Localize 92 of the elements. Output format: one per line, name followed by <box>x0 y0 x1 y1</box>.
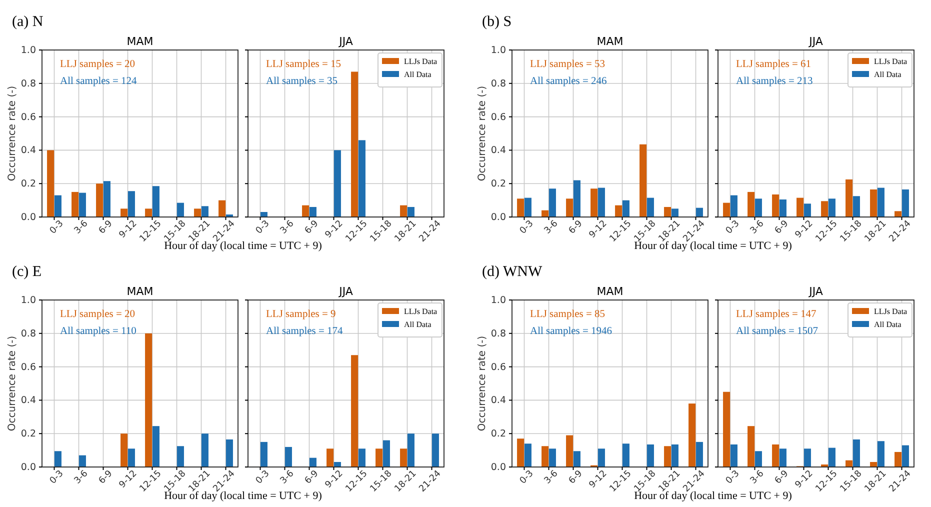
annotation: LLJ samples = 20 <box>60 59 136 70</box>
y-tick-label: 1.0 <box>20 45 36 56</box>
x-tick-label: 0-3 <box>254 468 272 486</box>
annotation: LLJ samples = 53 <box>530 59 606 70</box>
annotation: LLJ samples = 147 <box>736 309 816 320</box>
x-tick-label: 6-9 <box>303 468 321 486</box>
y-axis-title: Occurrence rate (-) <box>477 336 488 432</box>
y-tick-label: 0.8 <box>20 78 36 90</box>
x-tick-label: 3-6 <box>748 218 766 236</box>
x-tick-label: 0-3 <box>48 468 66 486</box>
y-tick-label: 0.2 <box>20 178 36 190</box>
x-axis-title: Hour of day (local time = UTC + 9) <box>164 490 322 502</box>
y-tick-label: 0.4 <box>20 145 36 156</box>
chart-title: JJA <box>808 35 824 48</box>
legend-label: All Data <box>404 320 432 329</box>
x-tick-label: 3-6 <box>542 218 560 236</box>
chart-title: JJA <box>808 285 824 298</box>
x-tick-label: 6-9 <box>773 468 791 486</box>
chart-subtitle: (a) N <box>12 14 44 30</box>
y-tick-label: 1.0 <box>20 295 36 306</box>
annotation: LLJ samples = 15 <box>266 59 342 70</box>
x-axis-title: Hour of day (local time = UTC + 9) <box>634 490 792 502</box>
legend-label: LLJs Data <box>404 57 438 66</box>
chart-title: MAM <box>596 35 624 48</box>
annotation: LLJ samples = 85 <box>530 309 606 320</box>
x-axis-title: Hour of day (local time = UTC + 9) <box>164 240 322 252</box>
annotation: LLJ samples = 61 <box>736 59 812 70</box>
x-tick-label: 3-6 <box>278 468 296 486</box>
x-tick-label: 6-9 <box>567 218 585 236</box>
x-tick-label: 6-9 <box>773 218 791 236</box>
x-tick-label: 0-3 <box>254 218 272 236</box>
y-axis-title: Occurrence rate (-) <box>7 86 18 182</box>
legend-label: LLJs Data <box>874 307 908 316</box>
x-tick-label: 6-9 <box>97 468 115 486</box>
y-tick-label: 0.4 <box>490 395 506 406</box>
chart-subtitle: (d) WNW <box>482 264 543 280</box>
legend-label: LLJs Data <box>404 307 438 316</box>
y-axis-title: Occurrence rate (-) <box>7 336 18 432</box>
y-tick-label: 0.2 <box>490 178 506 190</box>
annotation: All samples = 213 <box>736 76 813 87</box>
y-tick-label: 0.6 <box>490 112 506 123</box>
legend-label: All Data <box>404 70 432 79</box>
y-tick-label: 1.0 <box>490 45 506 56</box>
chart-title: MAM <box>596 285 624 298</box>
annotation: LLJ samples = 9 <box>266 309 336 320</box>
x-tick-label: 0-3 <box>724 218 742 236</box>
legend-label: All Data <box>874 70 902 79</box>
y-tick-label: 0.2 <box>20 428 36 440</box>
x-tick-label: 3-6 <box>748 468 766 486</box>
x-axis-title: Hour of day (local time = UTC + 9) <box>634 240 792 252</box>
annotation: All samples = 174 <box>266 326 344 337</box>
x-tick-label: 6-9 <box>97 218 115 236</box>
chart-subtitle: (c) E <box>12 264 42 280</box>
x-tick-label: 6-9 <box>303 218 321 236</box>
x-tick-label: 3-6 <box>72 218 90 236</box>
y-tick-label: 0.0 <box>20 212 36 224</box>
x-tick-label: 3-6 <box>278 218 296 236</box>
y-axis-title: Occurrence rate (-) <box>477 86 488 182</box>
y-tick-label: 0.2 <box>490 428 506 440</box>
chart-title: JJA <box>338 35 354 48</box>
y-tick-label: 0.0 <box>20 462 36 474</box>
y-tick-label: 0.0 <box>490 462 506 474</box>
legend-label: All Data <box>874 320 902 329</box>
chart-title: MAM <box>126 35 154 48</box>
chart-title: MAM <box>126 285 154 298</box>
y-tick-label: 0.8 <box>490 78 506 90</box>
annotation: All samples = 124 <box>60 76 138 87</box>
x-tick-label: 0-3 <box>48 218 66 236</box>
x-tick-label: 0-3 <box>518 218 536 236</box>
chart-title: JJA <box>338 285 354 298</box>
annotation: All samples = 246 <box>530 76 607 87</box>
y-tick-label: 1.0 <box>490 295 506 306</box>
y-tick-label: 0.6 <box>20 112 36 123</box>
annotation: LLJ samples = 20 <box>60 309 136 320</box>
annotation: All samples = 1946 <box>530 326 612 337</box>
y-tick-label: 0.6 <box>20 362 36 373</box>
x-tick-label: 0-3 <box>518 468 536 486</box>
y-tick-label: 0.4 <box>490 145 506 156</box>
y-tick-label: 0.8 <box>20 328 36 340</box>
x-tick-label: 3-6 <box>542 468 560 486</box>
x-tick-label: 0-3 <box>724 468 742 486</box>
x-tick-label: 6-9 <box>567 468 585 486</box>
annotation: All samples = 35 <box>266 76 338 87</box>
y-tick-label: 0.0 <box>490 212 506 224</box>
x-tick-label: 3-6 <box>72 468 90 486</box>
legend-label: LLJs Data <box>874 57 908 66</box>
annotation: All samples = 110 <box>60 326 136 337</box>
y-tick-label: 0.4 <box>20 395 36 406</box>
chart-subtitle: (b) S <box>482 14 512 30</box>
y-tick-label: 0.6 <box>490 362 506 373</box>
y-tick-label: 0.8 <box>490 328 506 340</box>
annotation: All samples = 1507 <box>736 326 818 337</box>
